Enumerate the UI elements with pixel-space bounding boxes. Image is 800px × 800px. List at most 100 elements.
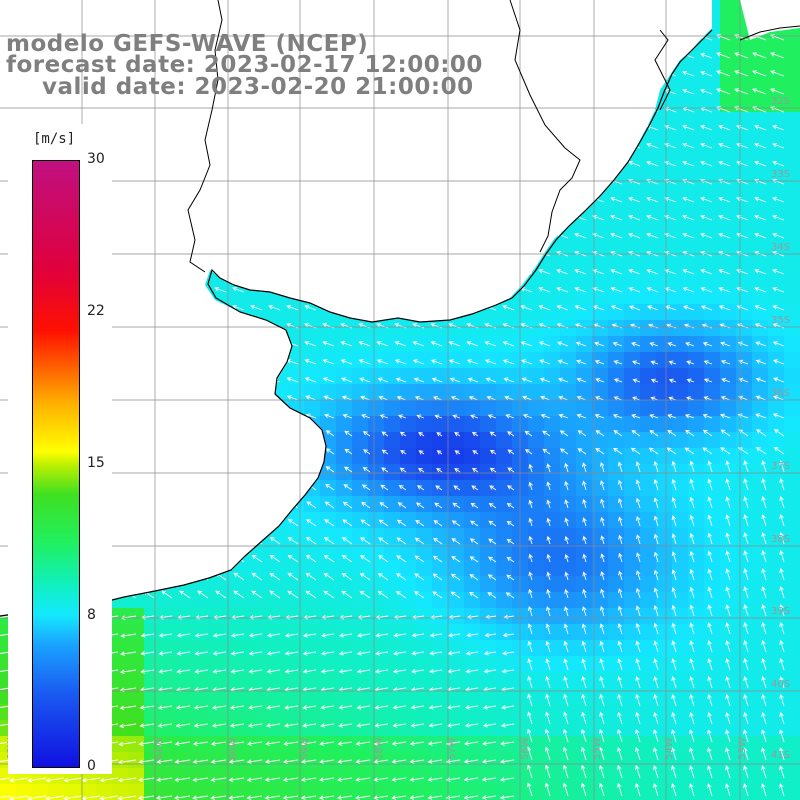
wind-cell [112,608,129,625]
wind-cell [688,160,705,177]
wind-cell [304,784,321,800]
wind-arrow [499,777,515,782]
wind-cell [560,784,577,800]
wind-cell [752,400,769,417]
wind-arrow [284,651,299,656]
wind-arrow [653,622,659,635]
wind-cell [672,784,689,800]
wind-cell [496,688,513,705]
wind-arrow [761,729,767,743]
wind-arrow [411,651,425,656]
wind-cell [560,304,577,321]
wind-cell [656,192,673,209]
wind-arrow [192,795,209,800]
wind-arrow [599,480,605,491]
wind-cell [384,608,401,625]
wind-cell [224,672,241,689]
wind-arrow [359,555,371,563]
wind-cell [416,448,433,465]
wind-cell [784,160,800,177]
wind-cell [432,640,449,657]
wind-arrow [594,341,605,347]
wind-arrow [305,554,317,563]
wind-cell [272,768,289,785]
wind-cell [176,688,193,705]
wind-cell [608,384,625,401]
wind-cell [688,368,705,385]
wind-cell [656,624,673,641]
wind-cell [224,624,241,641]
wind-cell [640,240,657,257]
wind-cell [656,304,673,321]
wind-arrow [409,759,425,764]
wind-cell [608,640,625,657]
wind-cell [608,608,625,625]
wind-arrow [563,606,569,617]
wind-cell [672,656,689,673]
wind-cell [608,432,625,449]
wind-cell [720,64,737,81]
wind-cell [544,320,561,337]
wind-cell [592,368,609,385]
latitude-label: 40S [771,679,790,690]
longitude-label: 55W [592,737,603,760]
wind-arrow [482,723,497,728]
wind-arrow [653,460,659,473]
wind-arrow [725,568,731,581]
wind-arrow [210,741,227,746]
wind-cell [640,288,657,305]
wind-cell [688,768,705,785]
wind-arrow [743,460,749,473]
wind-cell [256,608,273,625]
wind-arrow [344,466,353,473]
wind-cell [768,128,785,145]
wind-cell [784,80,800,97]
wind-arrow [599,623,605,635]
wind-arrow [671,765,677,779]
wind-arrow [582,462,587,473]
wind-arrow [527,711,533,725]
wind-cell [624,320,641,337]
wind-cell [304,304,321,321]
wind-cell [144,672,161,689]
wind-cell [320,672,337,689]
wind-cell [304,688,321,705]
wind-cell [560,720,577,737]
longitude-label: 60W [228,737,239,760]
wind-arrow [772,232,785,239]
wind-cell [656,416,673,433]
wind-arrow [702,413,713,419]
wind-arrow [635,515,641,527]
wind-cell [352,432,369,449]
wind-cell [736,416,753,433]
wind-cell [400,752,417,769]
wind-cell [656,464,673,481]
wind-arrow [668,396,677,401]
wind-cell [320,768,337,785]
wind-arrow [653,765,659,779]
wind-cell [768,464,785,481]
wind-cell [704,432,721,449]
wind-arrow [725,747,731,761]
wind-arrow [646,287,659,293]
wind-arrow [725,676,731,689]
wind-cell [448,640,465,657]
wind-arrow [463,741,479,746]
wind-cell [720,288,737,305]
wind-cell [640,224,657,241]
wind-cell [336,480,353,497]
wind-arrow [671,551,677,563]
wind-arrow [646,214,659,221]
wind-arrow [581,658,587,671]
wind-cell [768,336,785,353]
wind-cell [656,720,673,737]
wind-arrow [284,633,299,638]
wind-cell [624,624,641,641]
wind-cell [304,592,321,609]
wind-arrow [610,232,623,239]
wind-arrow [504,395,515,401]
wind-arrow [197,590,209,599]
wind-cell [160,688,177,705]
wind-cell [448,576,465,593]
wind-arrow [118,759,137,765]
